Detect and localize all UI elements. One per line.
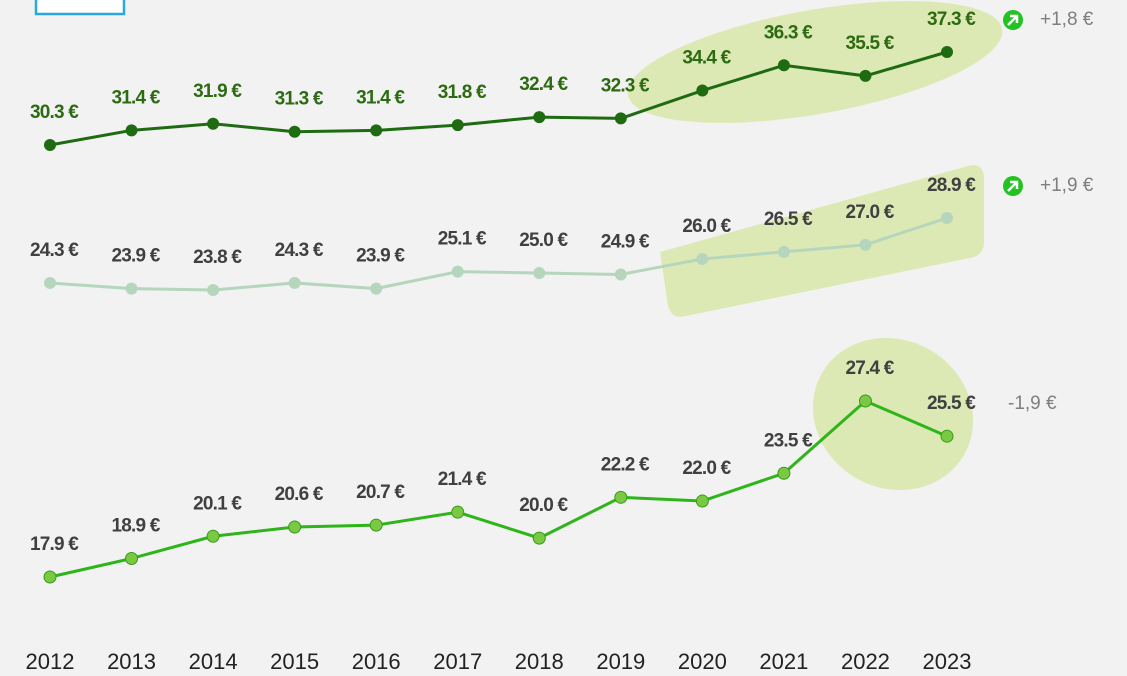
value-label: 25.5 € <box>927 393 976 414</box>
x-tick-label: 2012 <box>26 649 75 674</box>
point <box>777 466 791 480</box>
x-tick-label: 2017 <box>433 649 482 674</box>
point <box>941 46 953 58</box>
point <box>369 518 383 532</box>
value-label: 27.0 € <box>845 202 894 223</box>
value-label: 31.4 € <box>356 87 405 108</box>
point <box>532 531 546 545</box>
point <box>288 125 301 138</box>
value-label: 22.2 € <box>601 454 650 475</box>
point <box>125 282 138 295</box>
value-label: 17.9 € <box>30 534 79 555</box>
annotation: +1,8 € <box>1040 9 1094 30</box>
value-label: 23.8 € <box>193 247 242 268</box>
point <box>288 276 301 289</box>
value-label: 31.8 € <box>438 82 487 103</box>
value-label: 23.5 € <box>764 430 813 451</box>
value-label: 26.5 € <box>764 209 813 230</box>
up-icon <box>1003 10 1023 30</box>
point <box>207 284 220 296</box>
x-tick-label: 2013 <box>107 649 156 674</box>
value-label: 20.7 € <box>356 482 405 503</box>
annotation: -1,9 € <box>1008 393 1057 414</box>
value-label: 27.4 € <box>845 358 894 379</box>
value-label: 25.0 € <box>519 230 568 251</box>
point <box>43 570 57 584</box>
point <box>288 520 302 534</box>
value-label: 20.0 € <box>519 495 568 516</box>
value-label: 32.3 € <box>601 75 650 96</box>
point <box>941 212 953 224</box>
value-label: 22.0 € <box>682 458 731 479</box>
point <box>859 238 872 251</box>
value-label: 23.9 € <box>112 246 161 267</box>
value-label: 37.3 € <box>927 9 976 30</box>
x-tick-label: 2014 <box>189 649 238 674</box>
value-label: 23.9 € <box>356 246 405 267</box>
x-tick-label: 2023 <box>923 649 972 674</box>
point <box>696 252 709 265</box>
point <box>125 551 139 565</box>
value-label: 31.3 € <box>275 89 324 110</box>
x-tick-label: 2021 <box>759 649 808 674</box>
x-tick-label: 2019 <box>596 649 645 674</box>
x-tick-label: 2022 <box>841 649 890 674</box>
value-label: 32.4 € <box>519 74 568 95</box>
value-label: 34.4 € <box>682 48 731 69</box>
point <box>125 124 138 137</box>
value-label: 25.1 € <box>438 229 487 250</box>
point <box>451 119 464 132</box>
point <box>370 124 383 137</box>
line <box>49 216 948 292</box>
x-tick-label: 2020 <box>678 649 727 674</box>
value-label: 21.4 € <box>438 469 487 490</box>
point <box>777 245 790 258</box>
value-label: 30.3 € <box>30 102 79 123</box>
point <box>940 429 954 443</box>
x-tick-label: 2016 <box>352 649 401 674</box>
point <box>614 268 627 281</box>
value-label: 24.9 € <box>601 231 650 252</box>
decor-box <box>34 0 126 16</box>
annotation: +1,9 € <box>1040 175 1094 196</box>
value-label: 20.1 € <box>193 493 242 514</box>
value-label: 18.9 € <box>112 515 161 536</box>
value-label: 36.3 € <box>764 22 813 43</box>
point <box>777 59 790 72</box>
point <box>695 494 709 508</box>
value-label: 31.4 € <box>112 87 161 108</box>
point <box>451 505 465 519</box>
up-icon <box>1003 176 1023 196</box>
x-tick-label: 2018 <box>515 649 564 674</box>
point <box>614 112 627 125</box>
value-label: 35.5 € <box>845 33 894 54</box>
point <box>614 490 628 504</box>
point <box>44 276 56 289</box>
highlight <box>660 165 985 317</box>
point <box>859 69 872 82</box>
point <box>533 267 546 280</box>
line <box>49 399 948 579</box>
value-label: 26.0 € <box>682 216 731 237</box>
highlight <box>627 1 1003 123</box>
value-label: 31.9 € <box>193 81 242 102</box>
point <box>696 84 709 97</box>
x-tick-label: 2015 <box>270 649 319 674</box>
line <box>49 50 948 147</box>
value-label: 24.3 € <box>275 240 324 261</box>
point <box>533 111 546 124</box>
point <box>44 139 56 151</box>
point <box>370 282 383 295</box>
point <box>207 117 220 130</box>
point <box>206 529 220 543</box>
value-label: 24.3 € <box>30 240 79 261</box>
point <box>858 394 872 408</box>
value-label: 28.9 € <box>927 175 976 196</box>
value-label: 20.6 € <box>275 484 324 505</box>
point <box>451 265 464 278</box>
